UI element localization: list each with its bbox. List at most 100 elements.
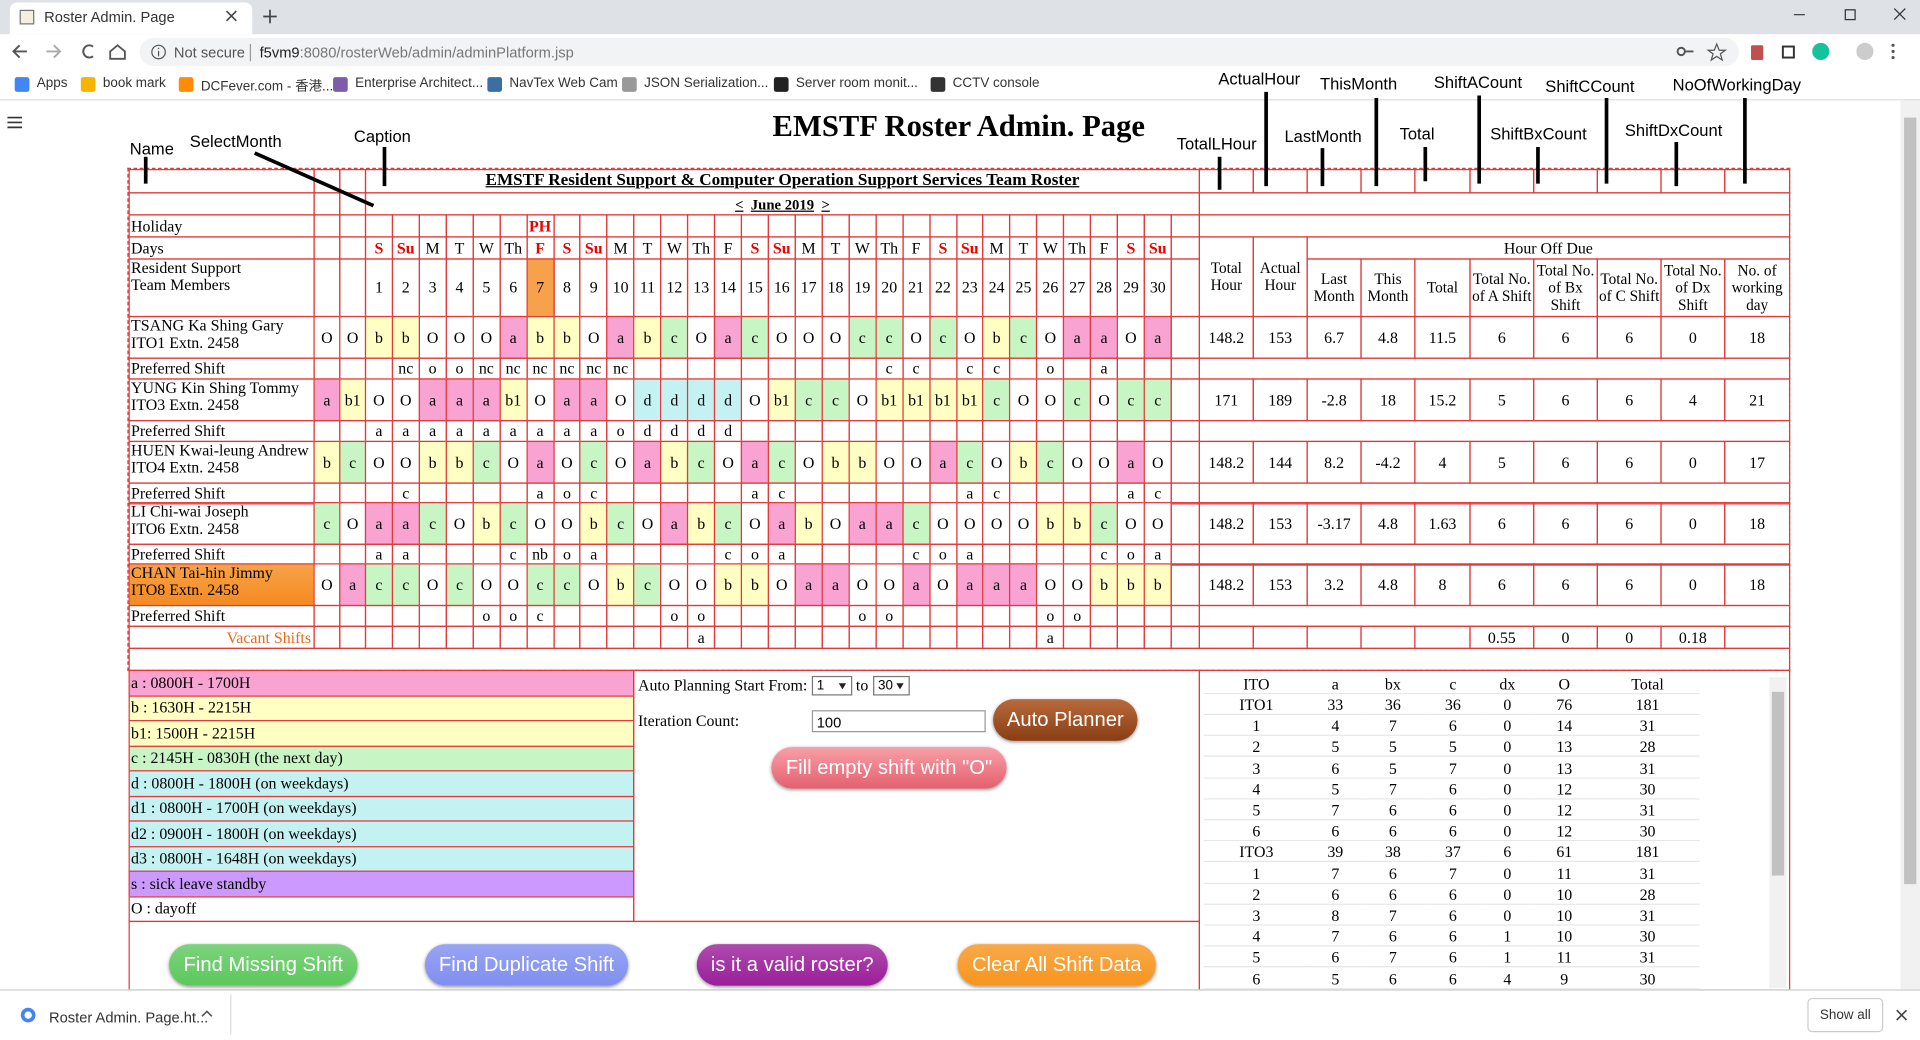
select[interactable]: 1	[811, 675, 853, 696]
preferred-cell	[821, 357, 850, 380]
select[interactable]: 30	[873, 675, 910, 696]
shift-cell: b	[1009, 440, 1038, 484]
member-name: YUNG Kin Shing Tommy	[131, 378, 299, 397]
stat-scroll-thumb[interactable]	[1771, 691, 1785, 876]
shift-cell: O	[552, 502, 581, 545]
stat-table-cell: 6	[1361, 925, 1425, 947]
shift-cell: O	[472, 563, 501, 607]
shift-cell: a	[982, 563, 1011, 607]
preferred-cell: nc	[526, 357, 555, 380]
stat-table-cell: 31	[1595, 947, 1700, 968]
blank-cell	[1170, 440, 1201, 484]
stat-header: Total	[1414, 258, 1471, 318]
bookmark[interactable]: Apps	[36, 75, 68, 91]
show-all-button[interactable]: Show all	[1807, 997, 1884, 1033]
bookmark[interactable]: Enterprise Architect...	[355, 75, 484, 91]
shift-cell: O	[875, 440, 904, 484]
stat-header: Last Month	[1306, 258, 1362, 318]
bookmark[interactable]: book mark	[102, 75, 166, 91]
next-month[interactable]: >	[821, 195, 830, 213]
stat-table-cell: 5	[1308, 968, 1362, 989]
member-stat: 6	[1596, 440, 1662, 484]
preferred-cell	[1116, 604, 1145, 627]
member-stat: 18	[1724, 315, 1791, 359]
omnibox[interactable]	[139, 37, 1739, 67]
prev-month[interactable]: <	[735, 195, 744, 213]
member-extn: ITO6 Extn. 2458	[131, 519, 240, 538]
preferred-cell	[794, 604, 823, 627]
scrollbar-thumb[interactable]	[1904, 117, 1917, 885]
auto-planner-button[interactable]: Auto Planner	[993, 699, 1138, 741]
preferred-label: Preferred Shift	[128, 357, 315, 380]
member-stat: 153	[1252, 563, 1308, 607]
menu-icon[interactable]	[7, 116, 23, 129]
stat-table-cell: 6	[1424, 947, 1482, 968]
blank-cell	[1170, 563, 1201, 607]
member-stat: 171	[1198, 378, 1254, 422]
stat-table-cell: ITO1	[1203, 694, 1309, 716]
action-button[interactable]: Clear All Shift Data	[957, 944, 1156, 986]
shift-cell: c	[982, 378, 1011, 422]
download-item[interactable]: Roster Admin. Page.ht...	[48, 1008, 209, 1027]
tab[interactable]	[9, 2, 253, 35]
preferred-cell	[633, 357, 662, 380]
shift-cell: O	[418, 315, 447, 359]
stat-table-cell: 4	[1481, 968, 1534, 989]
tab-close[interactable]	[225, 10, 237, 22]
toolbar-icons[interactable]	[1675, 42, 1908, 63]
fill-empty-button[interactable]: Fill empty shift with "O"	[771, 746, 1007, 789]
member-name: TSANG Ka Shing Gary	[131, 315, 284, 335]
preferred-cell	[955, 420, 984, 443]
preferred-cell: nc	[606, 357, 635, 380]
info-icon	[151, 44, 166, 60]
action-button[interactable]: is it a valid roster?	[696, 944, 888, 986]
bookmark[interactable]: DCFever.com - 香港...	[200, 79, 334, 95]
vacant-cell	[499, 625, 528, 649]
preferred-cell: a	[445, 420, 474, 443]
member-name: LI Chi-wai Joseph	[131, 502, 249, 521]
window-controls[interactable]	[1788, 5, 1910, 25]
stat-table-cell: 31	[1595, 799, 1700, 821]
shift-cell: c	[848, 315, 877, 359]
preferred-cell	[740, 604, 769, 627]
member-stat: 8.2	[1306, 440, 1362, 484]
preferred-cell	[714, 604, 743, 627]
shift-cell: O	[606, 440, 635, 484]
preferred-cell	[1063, 357, 1092, 380]
vacant-cell	[526, 625, 555, 649]
nav-buttons[interactable]	[10, 42, 132, 62]
stat-table-cell: c	[1424, 673, 1482, 695]
action-button[interactable]: Find Missing Shift	[168, 944, 358, 986]
shift-cell: O	[579, 563, 608, 607]
shift-cell: a	[339, 563, 367, 607]
stat-table-cell: 0	[1481, 799, 1534, 821]
member-name-cell: LI Chi-wai Joseph ITO6 Extn. 2458	[128, 502, 315, 545]
preferred-cell	[1090, 604, 1119, 627]
shift-cell: b	[579, 502, 608, 545]
shift-cell: O	[526, 378, 555, 422]
action-button[interactable]: Find Duplicate Shift	[424, 944, 629, 986]
shift-cell: a	[794, 563, 823, 607]
bookmark[interactable]: Server room monit...	[795, 75, 918, 91]
iteration-label: Iteration Count:	[637, 711, 740, 730]
download-menu[interactable]	[201, 1009, 213, 1019]
bookmark[interactable]: JSON Serialization...	[644, 75, 769, 91]
member-extn: ITO3 Extn. 2458	[131, 395, 240, 414]
iteration-input[interactable]: 100	[811, 710, 986, 733]
day-number: 26	[1036, 258, 1065, 318]
stat-table-cell: 10	[1533, 904, 1596, 926]
shift-cell: a	[848, 502, 877, 545]
preferred-cell	[1090, 420, 1119, 443]
blank-cell	[1170, 378, 1201, 422]
bookmark[interactable]: CCTV console	[952, 75, 1040, 91]
member-extn: ITO4 Extn. 2458	[131, 457, 240, 477]
vacant-stat	[1360, 625, 1416, 649]
member-stat: 144	[1252, 440, 1308, 484]
preferred-cell	[313, 420, 341, 443]
bookmark[interactable]: NavTex Web Cam	[509, 75, 618, 91]
vacant-cell	[1090, 625, 1119, 649]
legend-item: c : 2145H - 0830H (the next day)	[128, 745, 635, 772]
download-bar-close[interactable]	[1896, 1009, 1908, 1021]
new-tab[interactable]	[262, 9, 278, 25]
